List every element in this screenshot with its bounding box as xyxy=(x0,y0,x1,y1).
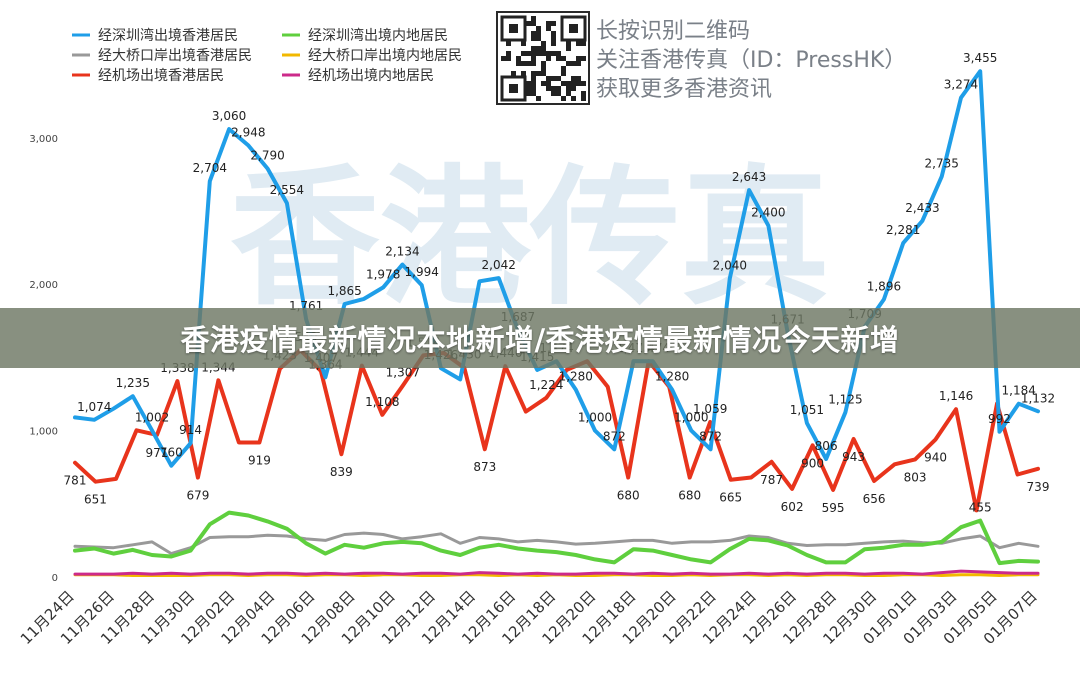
data-label: 595 xyxy=(822,501,845,515)
data-label: 803 xyxy=(904,470,927,484)
data-label: 1,002 xyxy=(135,410,169,424)
data-label: 1,125 xyxy=(828,392,862,406)
data-label: 806 xyxy=(815,439,838,453)
data-label: 919 xyxy=(248,453,271,467)
data-label: 739 xyxy=(1027,480,1050,494)
data-label: 1,896 xyxy=(867,279,901,293)
data-label: 679 xyxy=(186,489,209,503)
data-label: 900 xyxy=(801,456,824,470)
data-label: 602 xyxy=(781,500,804,514)
data-label: 656 xyxy=(863,492,886,506)
data-label: 781 xyxy=(64,474,87,488)
data-label: 1,051 xyxy=(790,403,824,417)
data-label: 1,978 xyxy=(366,267,400,281)
title-banner: 香港疫情最新情况本地新增/香港疫情最新情况今天新增 xyxy=(0,308,1080,368)
data-label: 787 xyxy=(760,473,783,487)
data-label: 872 xyxy=(699,429,722,443)
legend-entry: 经大桥口岸出境香港居民 xyxy=(98,48,252,64)
data-label: 680 xyxy=(678,488,701,502)
qr-line3: 获取更多香港资讯 xyxy=(596,77,772,102)
data-label: 665 xyxy=(719,491,742,505)
watermark-text: 香港传真 xyxy=(230,152,830,326)
data-label: 2,042 xyxy=(482,258,516,272)
data-label: 2,554 xyxy=(270,183,304,197)
qr-code-pattern xyxy=(500,15,587,102)
data-label: 1,108 xyxy=(365,395,399,409)
legend-entry: 经机场出境香港居民 xyxy=(98,68,224,84)
data-label: 971 xyxy=(146,446,169,460)
qr-code-block: 长按识别二维码 关注香港传真（ID：PressHK） 获取更多香港资讯 xyxy=(496,11,906,105)
data-label: 760 xyxy=(160,446,183,460)
legend-entry: 经大桥口岸出境内地居民 xyxy=(308,48,462,64)
legend-entry: 经机场出境内地居民 xyxy=(308,68,434,84)
data-label: 2,433 xyxy=(905,201,939,215)
data-label: 2,400 xyxy=(751,206,785,220)
data-label: 1,865 xyxy=(327,284,361,298)
data-label: 455 xyxy=(969,501,992,515)
data-label: 2,643 xyxy=(732,170,766,184)
data-label: 1,000 xyxy=(674,411,708,425)
data-label: 3,455 xyxy=(963,51,997,65)
data-label: 651 xyxy=(84,493,107,507)
data-label: 2,735 xyxy=(925,157,959,171)
series-line-5 xyxy=(73,569,1040,576)
data-label: 2,948 xyxy=(231,125,265,139)
data-label: 873 xyxy=(473,460,496,474)
data-label: 2,704 xyxy=(193,161,227,175)
data-label: 1,184 xyxy=(1002,384,1036,398)
data-label: 872 xyxy=(603,429,626,443)
data-label: 3,274 xyxy=(944,78,978,92)
data-label: 1,132 xyxy=(1021,391,1055,405)
data-label: 2,040 xyxy=(713,258,747,272)
y-tick-label: 3,000 xyxy=(29,134,58,145)
data-label: 3,060 xyxy=(212,109,246,123)
data-label: 940 xyxy=(924,450,947,464)
series-line-4 xyxy=(73,348,1040,513)
data-label: 1,059 xyxy=(693,402,727,416)
y-tick-label: 2,000 xyxy=(29,280,58,291)
data-label: 2,134 xyxy=(385,245,419,259)
data-label: 1,074 xyxy=(77,400,111,414)
qr-line1: 长按识别二维码 xyxy=(596,19,750,44)
data-label: 2,281 xyxy=(886,223,920,237)
data-label: 943 xyxy=(842,450,865,464)
data-label: 680 xyxy=(617,488,640,502)
data-label: 1,307 xyxy=(386,366,420,380)
y-tick-label: 1,000 xyxy=(29,427,58,438)
data-label: 1,235 xyxy=(116,376,150,390)
data-label: 1,280 xyxy=(655,370,689,384)
legend-entry: 经深圳湾出境内地居民 xyxy=(308,27,448,44)
series-line-2 xyxy=(73,531,1040,556)
data-label: 1,146 xyxy=(939,389,973,403)
data-label: 1,280 xyxy=(559,370,593,384)
legend-entry: 经深圳湾出境香港居民 xyxy=(98,27,238,44)
y-tick-label: 0 xyxy=(52,573,58,584)
data-label: 1,000 xyxy=(578,411,612,425)
data-label: 839 xyxy=(330,465,353,479)
data-label: 1,994 xyxy=(405,265,439,279)
banner-title: 香港疫情最新情况本地新增/香港疫情最新情况今天新增 xyxy=(180,323,900,357)
data-label: 1,224 xyxy=(529,378,563,392)
series-line-1 xyxy=(73,510,1040,566)
data-label: 2,790 xyxy=(250,149,284,163)
data-label: 914 xyxy=(179,423,202,437)
data-label: 992 xyxy=(988,412,1011,426)
qr-line2: 关注香港传真（ID：PressHK） xyxy=(596,48,906,73)
